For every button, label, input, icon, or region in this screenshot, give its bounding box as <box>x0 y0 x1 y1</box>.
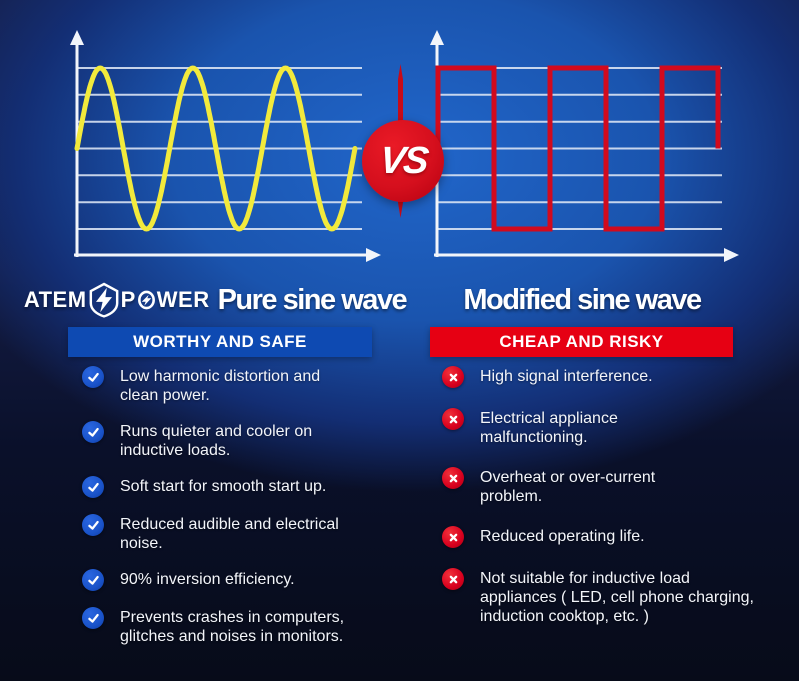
pro-item: Prevents crashes in computers, glitches … <box>82 607 392 646</box>
right-title-row: Modified sine wave <box>424 282 740 318</box>
left-x-axis-arrow-icon <box>366 248 381 262</box>
pure-sine-chart <box>70 30 381 262</box>
check-icon <box>82 569 104 591</box>
cross-icon <box>442 366 464 388</box>
con-item: Not suitable for inductive load applianc… <box>442 568 772 626</box>
left-title: Pure sine wave <box>217 283 408 316</box>
bolt-shield-icon <box>89 282 118 318</box>
check-icon <box>82 421 104 443</box>
vs-label: VS <box>377 139 429 182</box>
pro-item-text: Low harmonic distortion and clean power. <box>120 368 321 404</box>
cross-icon <box>442 467 464 489</box>
right-title: Modified sine wave <box>463 283 702 316</box>
con-item-text: Electrical appliance malfunctioning. <box>480 410 618 446</box>
left-y-axis-arrow-icon <box>70 30 84 45</box>
brand-word-p: P <box>120 287 136 312</box>
pro-item: Runs quieter and cooler on inductive loa… <box>82 421 392 460</box>
waveform-charts <box>70 30 739 262</box>
pro-item: 90% inversion efficiency. <box>82 569 392 591</box>
pro-item-text: Runs quieter and cooler on inductive loa… <box>120 423 313 459</box>
square-wave-curve <box>435 65 721 232</box>
check-icon <box>82 476 104 498</box>
con-item-text: High signal interference. <box>480 368 653 385</box>
modified-sine-chart <box>430 30 739 262</box>
pure-sine-benefits-list: Low harmonic distortion and clean power.… <box>82 366 392 662</box>
right-x-axis-arrow-icon <box>724 248 739 262</box>
pro-item-text: Prevents crashes in computers, glitches … <box>120 609 345 645</box>
check-icon <box>82 607 104 629</box>
pro-item: Soft start for smooth start up. <box>82 476 392 498</box>
atem-power-logo: ATEM P WER <box>24 282 210 318</box>
right-grid-lines <box>438 67 722 230</box>
check-icon <box>82 366 104 388</box>
pro-item-text: 90% inversion efficiency. <box>120 571 295 588</box>
cross-icon <box>442 526 464 548</box>
brand-word-atem: ATEM <box>23 287 87 312</box>
con-item-text: Not suitable for inductive load applianc… <box>480 570 754 625</box>
left-title-row: ATEM P WER Pure sine wave <box>24 282 408 318</box>
cross-icon <box>442 408 464 430</box>
con-item: Overheat or over-current problem. <box>442 467 772 506</box>
pro-item: Low harmonic distortion and clean power. <box>82 366 392 405</box>
con-item: Reduced operating life. <box>442 526 772 548</box>
sine-wave-curve <box>74 65 358 232</box>
pro-item-text: Reduced audible and electrical noise. <box>120 516 339 552</box>
cross-icon <box>442 568 464 590</box>
con-item-text: Reduced operating life. <box>480 528 645 545</box>
brand-word-wer: WER <box>156 287 210 312</box>
bolt-o-icon <box>137 290 155 310</box>
con-item-text: Overheat or over-current problem. <box>480 469 656 505</box>
cheap-risky-banner: CHEAP AND RISKY <box>430 327 733 357</box>
vs-badge: VS <box>362 120 444 202</box>
pro-item: Reduced audible and electrical noise. <box>82 514 392 553</box>
con-item: High signal interference. <box>442 366 772 388</box>
modified-sine-drawbacks-list: High signal interference. Electrical app… <box>442 366 772 646</box>
right-y-axis-arrow-icon <box>430 30 444 45</box>
worthy-safe-banner: WORTHY AND SAFE <box>68 327 372 357</box>
check-icon <box>82 514 104 536</box>
con-item: Electrical appliance malfunctioning. <box>442 408 772 447</box>
pro-item-text: Soft start for smooth start up. <box>120 478 327 495</box>
